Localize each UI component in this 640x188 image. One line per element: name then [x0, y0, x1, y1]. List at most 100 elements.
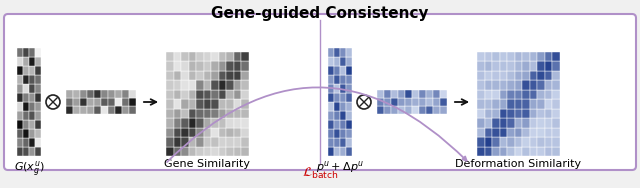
Bar: [218, 108, 226, 118]
Bar: [552, 127, 559, 137]
Bar: [499, 61, 507, 70]
Bar: [166, 146, 173, 156]
Bar: [340, 102, 346, 111]
Bar: [346, 120, 352, 129]
Bar: [29, 75, 35, 84]
Bar: [211, 70, 218, 80]
Text: $G(x_g^u)$: $G(x_g^u)$: [13, 159, 44, 179]
Bar: [537, 61, 545, 70]
Bar: [545, 70, 552, 80]
Bar: [166, 108, 173, 118]
Bar: [166, 80, 173, 89]
Bar: [101, 106, 108, 114]
Bar: [484, 70, 492, 80]
Bar: [334, 84, 340, 93]
Bar: [328, 75, 334, 84]
Bar: [477, 89, 484, 99]
Bar: [484, 80, 492, 89]
Bar: [101, 90, 108, 98]
Bar: [346, 84, 352, 93]
Bar: [29, 111, 35, 120]
Bar: [204, 99, 211, 108]
Bar: [204, 61, 211, 70]
Bar: [108, 98, 115, 106]
Bar: [211, 137, 218, 146]
Bar: [340, 48, 346, 57]
Bar: [499, 70, 507, 80]
Bar: [499, 108, 507, 118]
Bar: [218, 118, 226, 127]
Bar: [218, 80, 226, 89]
Bar: [108, 90, 115, 98]
Bar: [515, 52, 522, 61]
Bar: [94, 98, 101, 106]
Bar: [537, 118, 545, 127]
Bar: [234, 89, 241, 99]
Bar: [328, 138, 334, 147]
Bar: [17, 75, 23, 84]
Bar: [391, 106, 398, 114]
Bar: [328, 93, 334, 102]
Bar: [241, 118, 248, 127]
Bar: [29, 93, 35, 102]
Bar: [537, 137, 545, 146]
Bar: [412, 98, 419, 106]
Bar: [196, 70, 204, 80]
Bar: [218, 137, 226, 146]
Bar: [181, 61, 189, 70]
Bar: [166, 61, 173, 70]
Bar: [204, 80, 211, 89]
Bar: [545, 146, 552, 156]
Bar: [181, 89, 189, 99]
Bar: [35, 93, 41, 102]
Bar: [328, 48, 334, 57]
Bar: [552, 108, 559, 118]
Bar: [492, 127, 499, 137]
Bar: [17, 66, 23, 75]
Bar: [173, 61, 181, 70]
Bar: [35, 120, 41, 129]
Bar: [477, 80, 484, 89]
Bar: [166, 118, 173, 127]
Bar: [73, 106, 80, 114]
Bar: [522, 52, 529, 61]
Bar: [234, 146, 241, 156]
Bar: [529, 70, 537, 80]
Bar: [218, 52, 226, 61]
Bar: [196, 80, 204, 89]
Text: Gene Similarity: Gene Similarity: [164, 159, 250, 169]
Bar: [241, 52, 248, 61]
Bar: [492, 89, 499, 99]
Bar: [234, 70, 241, 80]
Bar: [35, 129, 41, 138]
Bar: [196, 146, 204, 156]
Bar: [522, 146, 529, 156]
Bar: [419, 98, 426, 106]
Bar: [492, 137, 499, 146]
Bar: [196, 99, 204, 108]
Bar: [515, 137, 522, 146]
Text: Gene-guided Consistency: Gene-guided Consistency: [211, 6, 429, 21]
Bar: [334, 75, 340, 84]
Bar: [166, 137, 173, 146]
Bar: [440, 90, 447, 98]
Bar: [129, 98, 136, 106]
Bar: [173, 89, 181, 99]
Bar: [328, 102, 334, 111]
Bar: [166, 70, 173, 80]
Bar: [412, 106, 419, 114]
Bar: [181, 118, 189, 127]
Bar: [80, 98, 87, 106]
Bar: [204, 118, 211, 127]
Bar: [73, 90, 80, 98]
Bar: [377, 98, 384, 106]
Bar: [507, 70, 515, 80]
Bar: [537, 127, 545, 137]
Bar: [35, 111, 41, 120]
Bar: [17, 147, 23, 156]
Bar: [35, 75, 41, 84]
Bar: [166, 127, 173, 137]
Bar: [17, 120, 23, 129]
Bar: [234, 99, 241, 108]
Bar: [211, 108, 218, 118]
